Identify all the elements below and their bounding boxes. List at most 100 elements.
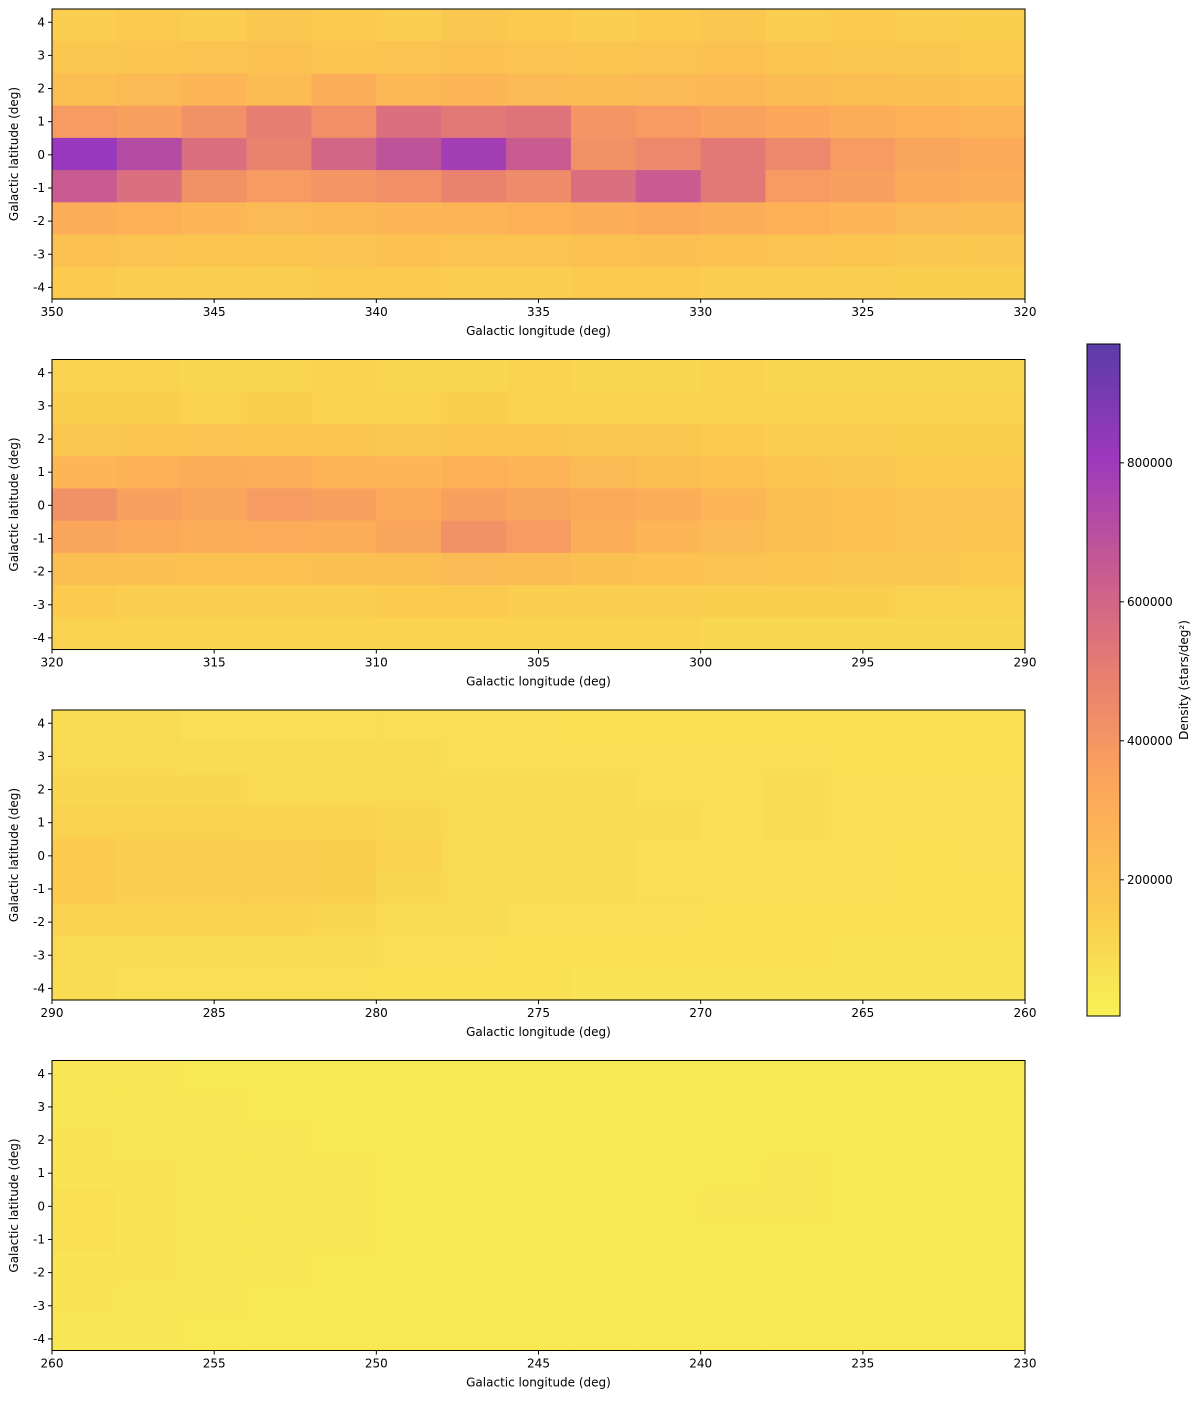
density-cell (441, 423, 507, 457)
density-cell (570, 871, 637, 904)
density-cell (570, 488, 637, 522)
density-cell (700, 73, 767, 107)
density-cell (895, 170, 961, 203)
density-cell (830, 806, 896, 840)
density-cell (116, 488, 183, 522)
density-cell (765, 1092, 831, 1126)
density-cell (700, 742, 767, 776)
density-cell (441, 234, 507, 268)
density-cell (181, 1092, 248, 1126)
density-cell (311, 234, 377, 268)
density-cell (830, 234, 896, 268)
density-cell (830, 488, 896, 522)
density-cell (181, 234, 248, 268)
density-cell (116, 456, 183, 489)
density-cell (181, 423, 248, 457)
density-cell (830, 266, 896, 300)
density-cell (960, 234, 1026, 268)
x-axis-label: Galactic longitude (deg) (466, 1025, 611, 1039)
density-cell (181, 838, 248, 872)
density-cell (246, 105, 313, 139)
x-tick-label: 235 (851, 1357, 874, 1371)
density-cell (700, 423, 767, 457)
density-cell (765, 41, 831, 75)
density-cell (830, 1157, 896, 1190)
density-cell (441, 266, 507, 300)
density-cell (506, 488, 572, 522)
density-cell (116, 1124, 183, 1158)
density-cell (116, 202, 183, 236)
density-cell (441, 806, 507, 840)
density-cell (441, 1286, 507, 1319)
x-tick-label: 230 (1014, 1357, 1037, 1371)
density-cell (506, 774, 572, 808)
density-cell (376, 838, 442, 872)
density-cell (700, 202, 767, 236)
density-cell (246, 137, 313, 171)
density-cell (765, 806, 831, 840)
x-tick-label: 260 (1014, 1006, 1037, 1020)
density-cell (570, 423, 637, 457)
density-cell (441, 456, 507, 489)
density-cell (765, 488, 831, 522)
density-cell (441, 1092, 507, 1126)
density-cell (895, 742, 961, 776)
density-cell (830, 520, 896, 554)
density-cell (246, 1286, 313, 1319)
density-cell (506, 742, 572, 776)
density-cell (895, 202, 961, 236)
density-cell (765, 838, 831, 872)
density-cell (895, 9, 961, 42)
density-cell (246, 9, 313, 42)
density-cell (830, 585, 896, 618)
density-cell (700, 838, 767, 872)
density-cell (506, 423, 572, 457)
density-cell (246, 552, 313, 586)
density-cell (635, 41, 702, 75)
density-cell (116, 391, 183, 425)
y-axis-label: Galactic latitude (deg) (7, 87, 21, 221)
density-cell (570, 742, 637, 776)
density-cell (570, 73, 637, 107)
density-cell (895, 105, 961, 139)
density-cell (246, 1060, 313, 1094)
y-tick-label: -1 (33, 1232, 45, 1246)
y-tick-label: 3 (37, 399, 45, 413)
density-cell (376, 423, 442, 457)
density-cell (960, 456, 1026, 489)
density-cell (830, 935, 896, 969)
density-cell (246, 774, 313, 808)
density-cell (246, 903, 313, 937)
density-cell (246, 967, 313, 1001)
density-cell (895, 1318, 961, 1352)
x-axis-label: Galactic longitude (deg) (466, 324, 611, 338)
density-cell (52, 456, 118, 489)
density-cell (441, 552, 507, 586)
y-tick-label: -2 (33, 1266, 45, 1280)
density-cell (506, 266, 572, 300)
density-cell (830, 202, 896, 236)
density-cell (830, 137, 896, 171)
density-cell (506, 1189, 572, 1223)
density-cell (376, 1124, 442, 1158)
density-cell (311, 1253, 377, 1287)
density-cell (635, 1189, 702, 1223)
density-cell (441, 170, 507, 203)
density-cell (895, 774, 961, 808)
density-cell (506, 73, 572, 107)
density-cell (700, 41, 767, 75)
density-cell (895, 1253, 961, 1287)
density-cell (700, 1124, 767, 1158)
density-cell (765, 871, 831, 904)
density-cell (181, 617, 248, 651)
density-cell (960, 967, 1026, 1001)
density-cell (506, 9, 572, 42)
density-cell (960, 520, 1026, 554)
density-cell (181, 935, 248, 969)
density-cell (830, 742, 896, 776)
density-cell (830, 423, 896, 457)
density-cell (830, 73, 896, 107)
x-tick-label: 260 (41, 1357, 64, 1371)
density-cell (116, 806, 183, 840)
density-cell (570, 456, 637, 489)
